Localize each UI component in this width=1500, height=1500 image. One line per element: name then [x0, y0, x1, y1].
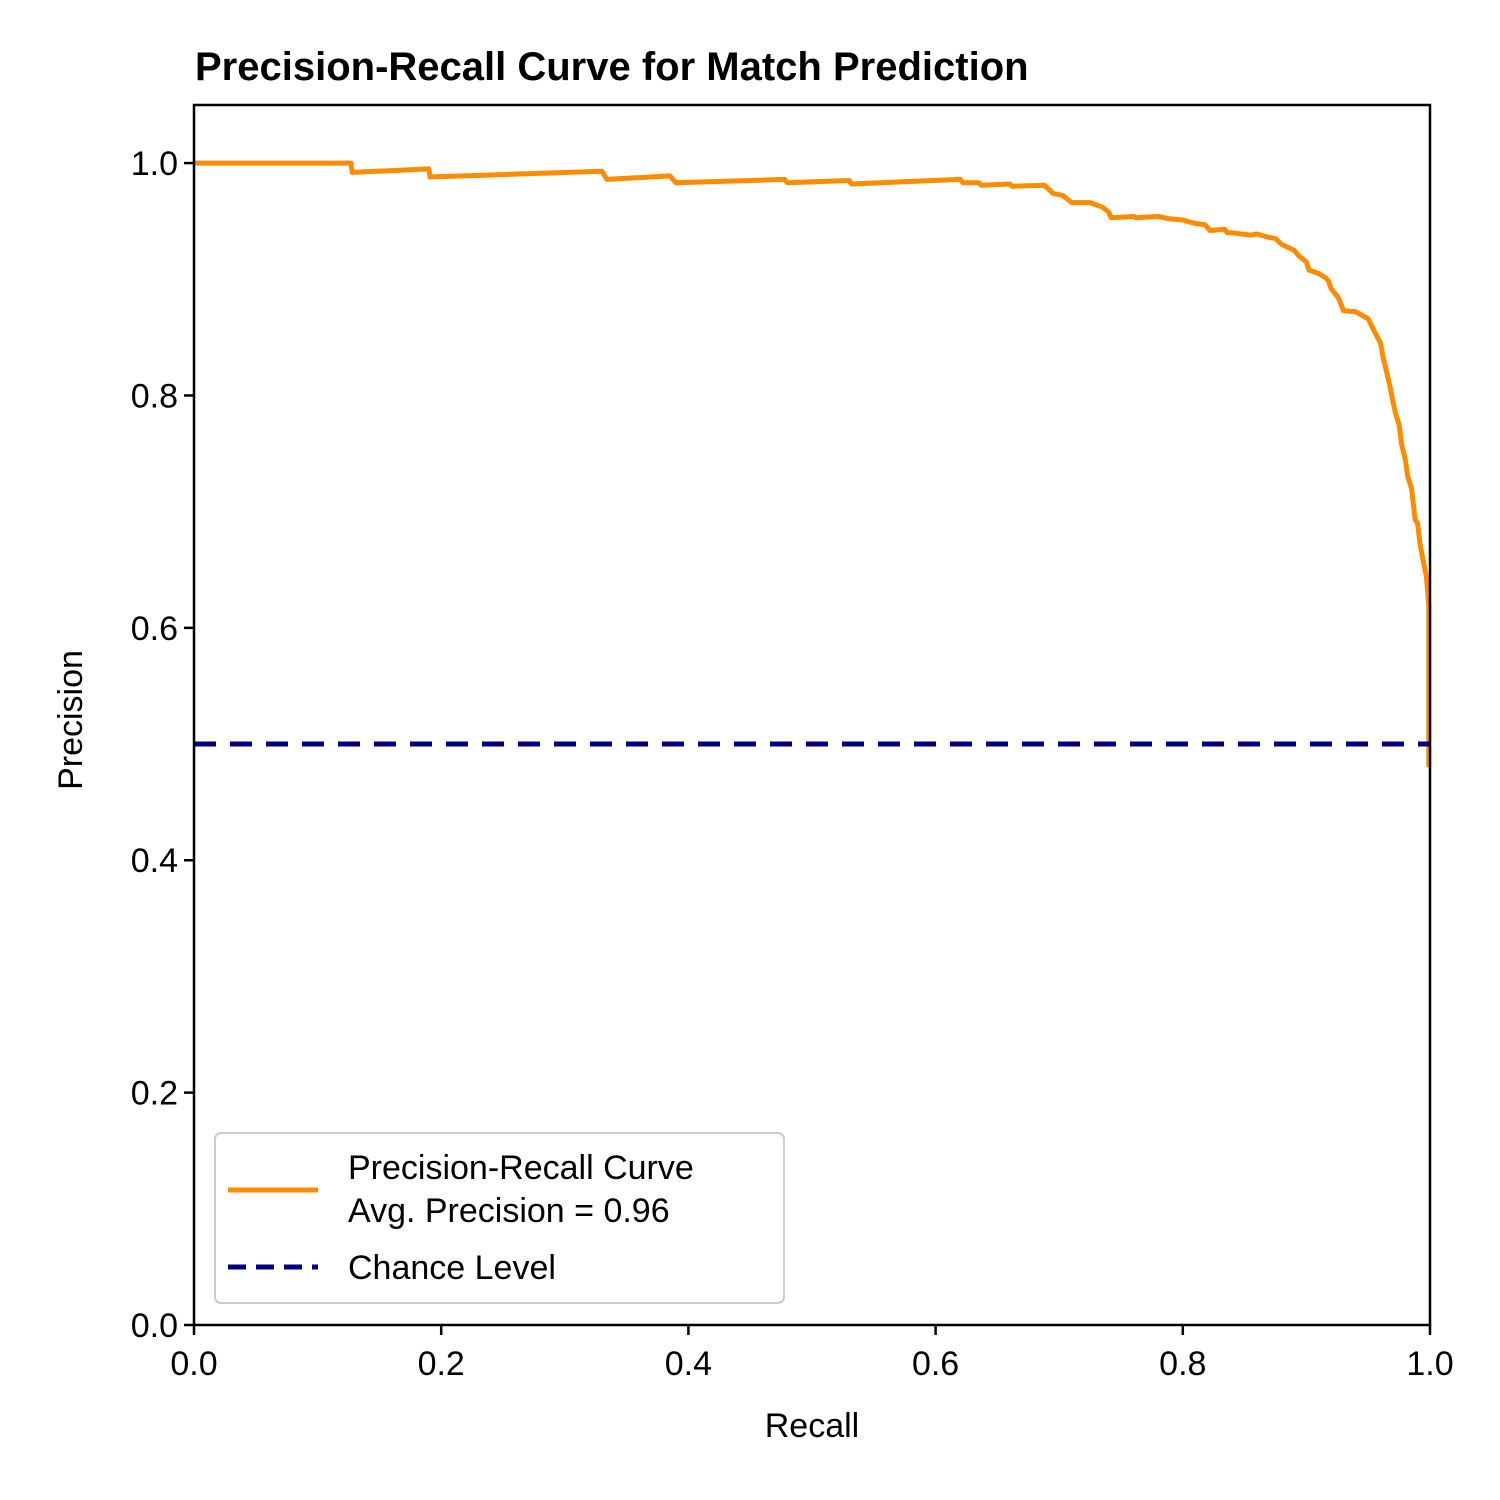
plot-frame — [192, 103, 1432, 1327]
y-axis-ticks: 0.0 0.2 0.4 0.6 0.8 1.0 — [131, 145, 194, 1345]
chart-title: Precision-Recall Curve for Match Predict… — [195, 45, 1029, 89]
y-tick-label: 1.0 — [131, 145, 178, 183]
y-axis-label: Precision — [52, 650, 90, 790]
legend-label-pr-curve-line1: Precision-Recall Curve — [348, 1149, 694, 1187]
x-tick-label: 1.0 — [1406, 1345, 1453, 1383]
legend-label-pr-curve-line2: Avg. Precision = 0.96 — [348, 1192, 670, 1230]
legend: Precision-Recall Curve Avg. Precision = … — [214, 1132, 785, 1304]
legend-label-chance-level: Chance Level — [348, 1249, 556, 1287]
x-tick-label: 0.6 — [912, 1345, 959, 1383]
x-axis-label: Recall — [765, 1407, 859, 1445]
x-axis-ticks: 0.0 0.2 0.4 0.6 0.8 1.0 — [170, 1325, 1454, 1383]
plot-lines — [194, 160, 1432, 768]
legend-box — [214, 1132, 785, 1304]
y-tick-label: 0.2 — [131, 1075, 178, 1113]
y-tick-label: 0.6 — [131, 610, 178, 648]
series-pr-curve — [194, 160, 1432, 768]
y-tick-label: 0.8 — [131, 377, 178, 415]
y-tick-label: 0.4 — [131, 842, 178, 880]
x-tick-label: 0.4 — [665, 1345, 712, 1383]
x-tick-label: 0.8 — [1159, 1345, 1206, 1383]
x-tick-label: 0.2 — [418, 1345, 465, 1383]
y-tick-label: 0.0 — [131, 1307, 178, 1345]
x-tick-label: 0.0 — [170, 1345, 217, 1383]
